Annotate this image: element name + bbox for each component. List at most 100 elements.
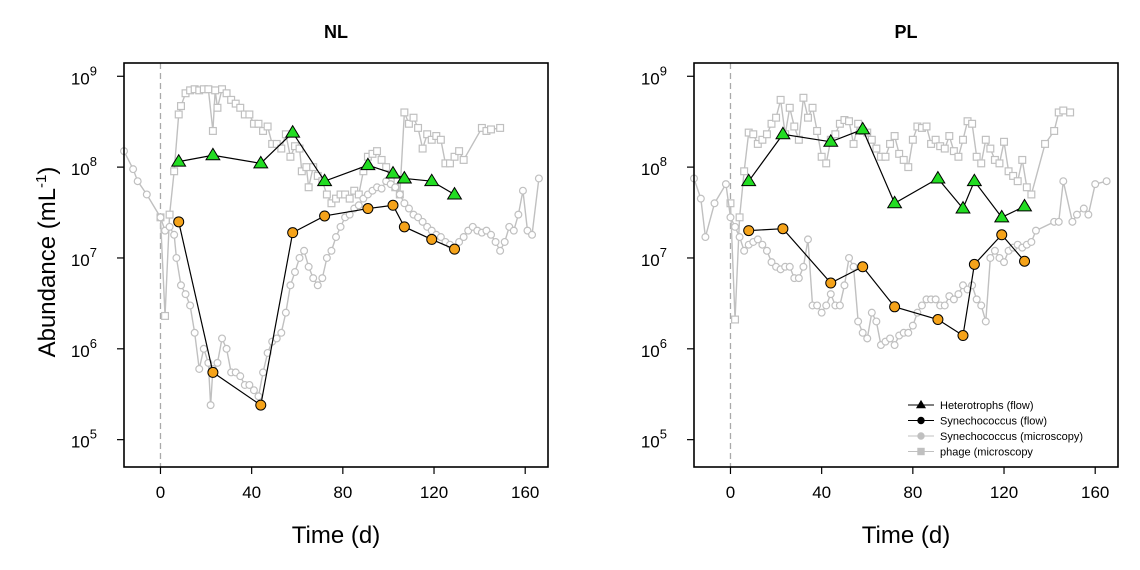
data-point-phage-microscopy (872, 144, 881, 153)
legend-marker-synechococcus-flow (917, 416, 925, 425)
data-point-synechococcus-microscopy (767, 258, 776, 267)
plot-frame (123, 62, 549, 468)
data-point-synechococcus-microscopy (391, 183, 400, 192)
data-point-synechococcus-microscopy (156, 213, 165, 222)
x-axis-title: Time (d) (862, 522, 950, 549)
data-point-phage-microscopy (263, 122, 272, 131)
data-point-heterotrophs-flow (423, 173, 440, 187)
data-point-phage-microscopy (931, 135, 940, 144)
data-point-synechococcus-microscopy (972, 295, 981, 304)
data-point-synechococcus-microscopy (491, 237, 500, 246)
data-point-synechococcus-microscopy (794, 274, 803, 283)
data-point-synechococcus-flow (932, 314, 944, 326)
data-point-synechococcus-microscopy (534, 174, 543, 183)
data-point-synechococcus-microscopy (1079, 204, 1088, 213)
data-point-synechococcus-microscopy (863, 334, 872, 343)
data-point-synechococcus-microscopy (259, 368, 268, 377)
data-point-phage-microscopy (245, 110, 254, 119)
data-point-synechococcus-microscopy (753, 235, 762, 244)
x-tick-label: 120 (990, 483, 1018, 502)
y-tick-label: 109 (71, 63, 97, 88)
data-point-synechococcus-microscopy (400, 199, 409, 208)
data-point-synechococcus-microscopy (176, 281, 185, 290)
data-point-phage-microscopy (849, 139, 858, 148)
data-point-synechococcus-flow (743, 225, 755, 237)
data-point-phage-microscopy (776, 95, 785, 104)
data-point-synechococcus-microscopy (1000, 258, 1009, 267)
data-point-phage-microscopy (286, 152, 295, 161)
data-point-heterotrophs-flow (854, 121, 871, 135)
x-tick-label: 160 (1081, 483, 1109, 502)
data-point-phage-microscopy (977, 159, 986, 168)
series-synechococcus-flow (743, 223, 1031, 342)
data-point-synechococcus-microscopy (281, 308, 290, 317)
y-tick-label: 106 (641, 336, 667, 361)
panel-nl: NL 0 40 80 120 160 Time (d) 105 106 107 108 109 (71, 22, 549, 549)
legend-label: Heterotrophs (flow) (940, 400, 1034, 412)
data-point-phage-microscopy (995, 159, 1004, 168)
data-point-synechococcus-microscopy (277, 328, 286, 337)
data-point-synechococcus-microscopy (1091, 180, 1100, 189)
y-tick-label: 106 (71, 336, 97, 361)
data-point-synechococcus-microscopy (218, 334, 227, 343)
series-line-heterotrophs-flow (178, 131, 455, 195)
data-point-synechococcus-microscopy (858, 328, 867, 337)
data-point-synechococcus-microscopy (1031, 226, 1040, 235)
data-point-phage-microscopy (400, 108, 409, 117)
legend-marker-phage-microscopy (917, 447, 925, 456)
x-tick-label: 0 (156, 483, 165, 502)
y-axis-title-close: ) (34, 167, 61, 175)
data-point-phage-microscopy (945, 132, 954, 141)
data-point-phage-microscopy (904, 163, 913, 172)
data-point-synechococcus-flow (449, 243, 461, 255)
data-point-synechococcus-microscopy (990, 246, 999, 255)
data-point-phage-microscopy (813, 126, 822, 135)
data-point-phage-microscopy (940, 144, 949, 153)
data-point-heterotrophs-flow (284, 124, 301, 138)
data-point-synechococcus-microscopy (762, 246, 771, 255)
data-point-synechococcus-microscopy (701, 233, 710, 242)
data-point-heterotrophs-flow (886, 195, 903, 209)
data-point-synechococcus-microscopy (1068, 217, 1077, 226)
data-point-synechococcus-flow (173, 216, 185, 228)
data-point-synechococcus-microscopy (940, 301, 949, 310)
data-point-synechococcus-microscopy (377, 184, 386, 193)
data-point-synechococcus-microscopy (840, 281, 849, 290)
data-point-synechococcus-microscopy (496, 246, 505, 255)
data-point-phage-microscopy (867, 135, 876, 144)
data-point-synechococcus-microscopy (322, 253, 331, 262)
data-point-phage-microscopy (895, 149, 904, 158)
data-point-phage-microscopy (790, 122, 799, 131)
y-axis-title: Abundance (mL-1) (33, 167, 61, 358)
data-point-phage-microscopy (986, 144, 995, 153)
data-point-synechococcus-microscopy (904, 328, 913, 337)
y-axis-title-main: Abundance (mL (34, 188, 61, 357)
data-point-synechococcus-microscopy (222, 344, 231, 353)
series-synechococcus-microscopy (119, 147, 543, 410)
data-point-synechococcus-flow (857, 261, 869, 273)
data-point-synechococcus-microscopy (354, 201, 363, 210)
data-point-phage-microscopy (972, 152, 981, 161)
data-point-phage-microscopy (176, 102, 185, 111)
data-point-synechococcus-microscopy (332, 233, 341, 242)
series-synechococcus-flow (173, 199, 461, 411)
data-point-synechococcus-microscopy (1072, 210, 1081, 219)
panel-title: PL (894, 22, 917, 42)
data-point-heterotrophs-flow (396, 170, 413, 184)
data-point-phage-microscopy (831, 130, 840, 139)
panel-pl: PL 0 40 80 120 160 Time (d) 105 106 107 108 109 Hete… (641, 22, 1119, 549)
data-point-phage-microscopy (165, 210, 174, 219)
y-axis-title-superscript: -1 (33, 175, 50, 188)
data-point-synechococcus-microscopy (849, 262, 858, 271)
data-point-phage-microscopy (332, 194, 341, 203)
data-point-synechococcus-microscopy (304, 262, 313, 271)
data-point-phage-microscopy (231, 99, 240, 108)
data-point-synechococcus-microscopy (142, 190, 151, 199)
data-point-synechococcus-microscopy (509, 226, 518, 235)
data-point-synechococcus-flow (207, 366, 219, 378)
data-point-synechococcus-microscopy (735, 233, 744, 242)
data-point-phage-microscopy (354, 190, 363, 199)
legend-marker-synechococcus-microscopy (917, 432, 925, 440)
data-point-synechococcus-microscopy (758, 240, 767, 249)
data-point-synechococcus-flow (398, 221, 410, 233)
